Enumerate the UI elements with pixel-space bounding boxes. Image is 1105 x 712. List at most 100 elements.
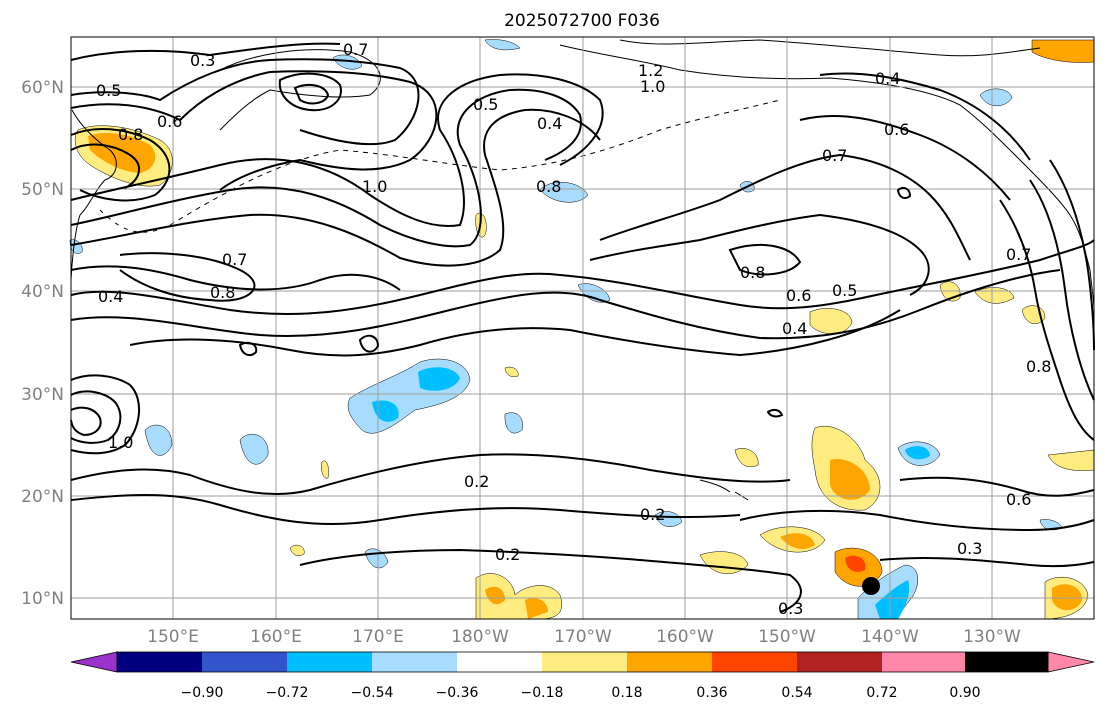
contour-label: 0.6 [1006, 490, 1031, 509]
contour-line [739, 509, 1095, 532]
lon-label-150e: 150°E [147, 627, 199, 647]
contour-line [999, 199, 1095, 441]
anomaly-patch-tiny-1 [289, 544, 305, 556]
anomaly-patch-south-blue-core [875, 580, 910, 619]
contour-line [238, 341, 258, 357]
contour-line [896, 187, 912, 199]
contour-label: 0.4 [782, 319, 807, 338]
contour-line [70, 143, 140, 189]
contour-line [70, 265, 401, 291]
contour-line [70, 269, 1061, 340]
map-frame [70, 36, 1095, 620]
storm-marker [862, 577, 880, 595]
anomaly-patch-blue-small [504, 412, 523, 434]
contour-line [299, 548, 802, 613]
contour-line [599, 153, 971, 261]
colorbar-segment [542, 652, 627, 672]
contour-lines [70, 42, 1095, 613]
contour-label: 0.8 [118, 125, 143, 144]
anomaly-patch-east-blue-core [905, 446, 930, 460]
contour-label: 0.4 [98, 287, 123, 306]
contour-label: 1.0 [362, 177, 387, 196]
colorbar-extend-left [70, 651, 118, 673]
lon-label-160w: 160°W [656, 627, 714, 647]
contour-label: 0.6 [884, 120, 909, 139]
colorbar-segment [965, 652, 1048, 672]
contour-label: 0.8 [740, 263, 765, 282]
colorbar-extend-right [1047, 651, 1095, 673]
coastline-alaska [559, 44, 1071, 216]
contour-label: 1.2 [638, 61, 663, 80]
lat-label-20n: 20°N [21, 487, 64, 507]
contour-label: 0.3 [190, 51, 215, 70]
lat-label-40n: 40°N [21, 282, 64, 302]
colorbar-outline [116, 651, 1049, 673]
anomaly-patch-small-yellow-2 [734, 448, 759, 468]
contour-line [70, 42, 341, 61]
contour-line [819, 72, 1031, 161]
contour-line [70, 108, 601, 267]
anomaly-patch-southwest-orange [485, 586, 505, 605]
contour-label: 0.3 [957, 539, 982, 558]
contour-label: 0.8 [210, 283, 235, 302]
lon-label-130w: 130°W [963, 627, 1021, 647]
anomaly-patch-west-blue-2 [239, 433, 269, 465]
contour-label: 0.2 [464, 472, 489, 491]
lon-label-140w: 140°W [861, 627, 919, 647]
lon-label-170e: 170°E [352, 627, 404, 647]
contour-line [879, 556, 1095, 568]
graticule [71, 37, 1094, 619]
contour-label: 0.7 [1006, 245, 1031, 264]
colorbar-tick-label: 0.72 [866, 685, 897, 701]
colorbar-segment [457, 652, 542, 672]
contour-line [728, 243, 802, 276]
anomaly-patch-tiny-5 [654, 511, 683, 527]
contour-label: 0.7 [822, 146, 847, 165]
anomaly-patch-south-red [845, 555, 866, 572]
contour-label: 0.6 [786, 286, 811, 305]
contour-line [799, 115, 1011, 201]
contour-label: 0.3 [778, 599, 803, 618]
colorbar-tick-label: −0.72 [266, 685, 309, 701]
anomaly-patch-central-yellow [809, 308, 853, 334]
coastline-alaska-north [619, 39, 1041, 57]
colorbar-tick-label: 0.36 [696, 685, 727, 701]
contour-line [358, 334, 380, 353]
contour-line [70, 390, 122, 444]
contour-line [70, 58, 420, 146]
map-content: 0.3 0.7 0.5 0.6 0.8 1.0 0.7 0.8 0.4 0.5 … [69, 37, 1095, 620]
contour-label: 1.0 [640, 77, 665, 96]
lon-label-170w: 170°W [554, 627, 612, 647]
map-title: 2025072700 F036 [504, 11, 660, 31]
contour-line [293, 83, 330, 105]
anomaly-patch-tiny-9 [332, 54, 363, 70]
contour-line [70, 406, 102, 437]
anomaly-patch-central-east-orange [830, 459, 870, 500]
anomaly-patch-south-orange [780, 533, 815, 549]
contour-line [1049, 159, 1095, 351]
contour-line [589, 213, 930, 296]
contour-label: 0.2 [640, 505, 665, 524]
contour-line [1029, 179, 1095, 401]
colorbar-tick-label: −0.90 [181, 685, 224, 701]
contour-label: 1.0 [108, 433, 133, 452]
anomaly-patch-southeast-orange [1052, 584, 1082, 611]
anomaly-patch-tiny-7 [321, 460, 329, 479]
anomaly-patch-southwest-orange-2 [525, 598, 548, 619]
anomaly-patch-north-blue [484, 39, 521, 51]
contour-line [129, 309, 901, 357]
colorbar-segment [117, 652, 202, 672]
lat-label-50n: 50°N [21, 180, 64, 200]
coastline-kamchatka [70, 109, 117, 281]
contour-line [70, 239, 1095, 316]
contour-line [766, 408, 784, 418]
lon-label-160e: 160°E [250, 627, 302, 647]
colorbar-tick-label: −0.54 [351, 685, 394, 701]
anomaly-patch-alaska-blue [979, 88, 1013, 107]
colorbar-segment [627, 652, 712, 672]
anomaly-patch-bering-blue [539, 182, 589, 203]
colorbar-tick-label: −0.18 [521, 685, 564, 701]
colorbar-segment [712, 652, 797, 672]
contour-label: 0.8 [1026, 357, 1051, 376]
